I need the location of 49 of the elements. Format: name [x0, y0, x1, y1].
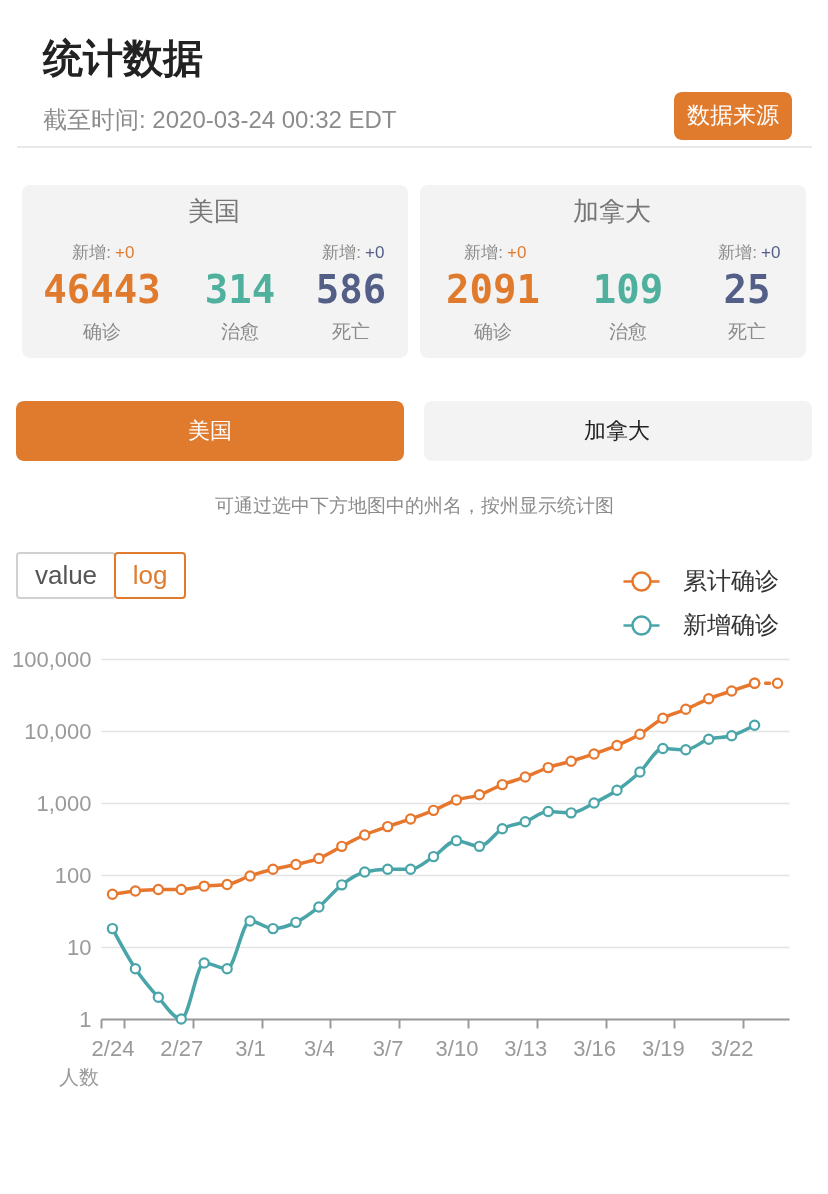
y-tick-label: 100	[54, 862, 92, 888]
text: 新增:	[464, 243, 503, 262]
text: +0	[507, 243, 527, 262]
x-tick-label: 3/16	[573, 1035, 616, 1061]
text: 统计数据	[42, 36, 203, 80]
x-tick-label: 3/13	[504, 1035, 548, 1061]
y-tick-label: 100,000	[11, 646, 92, 672]
text: value	[34, 560, 98, 590]
x-tick-label: 2/27	[160, 1035, 204, 1061]
legend-label: 累计确诊	[683, 566, 779, 594]
y-axis-title: 人数	[58, 1065, 99, 1088]
x-tick-label: 3/10	[435, 1035, 479, 1061]
x-tick-label: 2/24	[91, 1035, 135, 1061]
text: 586	[315, 267, 387, 312]
text: +0	[365, 243, 385, 262]
x-tick-label: 3/22	[710, 1035, 754, 1061]
text: +0	[761, 243, 781, 262]
x-tick-label: 3/1	[235, 1035, 266, 1061]
text: 数据来源	[687, 102, 779, 128]
text: 新增:	[718, 243, 757, 262]
y-tick-label: 1	[79, 1006, 92, 1032]
text: 治愈	[609, 321, 647, 342]
text: 死亡	[332, 321, 370, 342]
text: 美国	[188, 418, 232, 443]
x-tick-label: 3/7	[372, 1035, 404, 1061]
text: 新增:	[322, 243, 361, 262]
text: 46443	[43, 267, 161, 312]
text: 截至时间: 2020-03-24 00:32 EDT	[43, 106, 397, 133]
text: +0	[115, 243, 135, 262]
text: 25	[723, 267, 771, 312]
text: 确诊	[473, 321, 512, 342]
text: 死亡	[728, 321, 766, 342]
y-tick-label: 1,000	[36, 790, 92, 816]
text: 加拿大	[584, 418, 650, 443]
text: 确诊	[82, 321, 121, 342]
x-tick-label: 3/4	[304, 1035, 335, 1061]
text: 可通过选中下方地图中的州名，按州显示统计图	[214, 495, 614, 516]
x-tick-label: 3/19	[641, 1035, 685, 1061]
text: 新增:	[72, 243, 111, 262]
text: log	[132, 560, 168, 590]
text: 109	[592, 267, 664, 312]
y-tick-label: 10,000	[24, 718, 92, 744]
text: 加拿大	[573, 196, 651, 226]
text: 2091	[446, 267, 540, 312]
text: 314	[204, 267, 276, 312]
y-tick-label: 10	[67, 934, 92, 960]
text: 治愈	[221, 321, 259, 342]
text: 美国	[188, 196, 240, 226]
legend-label: 新增确诊	[683, 610, 779, 638]
